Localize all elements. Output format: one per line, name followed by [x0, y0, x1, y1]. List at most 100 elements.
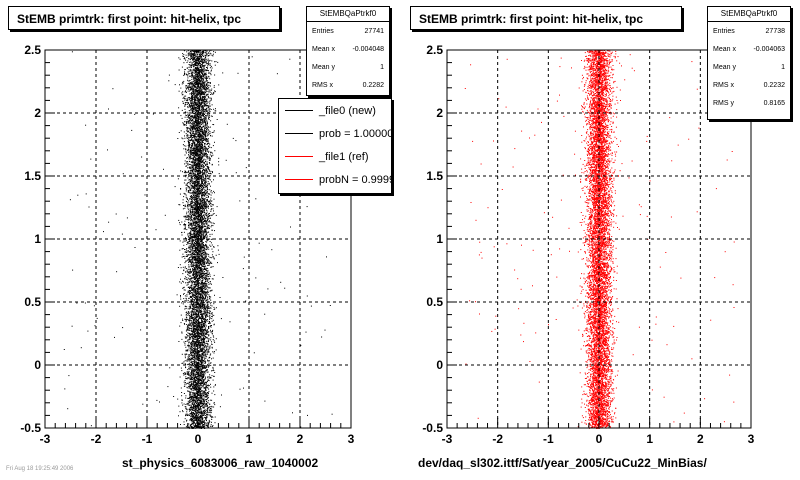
- data-point: [192, 55, 194, 57]
- data-point: [194, 83, 196, 85]
- data-point: [192, 157, 194, 159]
- data-point: [187, 326, 189, 328]
- data-point: [188, 204, 190, 206]
- data-point: [193, 420, 195, 422]
- data-point: [193, 332, 195, 334]
- data-point: [185, 85, 187, 86]
- data-point: [201, 177, 203, 179]
- data-point: [200, 397, 202, 399]
- data-point: [193, 334, 195, 336]
- data-point: [185, 319, 187, 321]
- data-point: [193, 347, 194, 349]
- data-point: [196, 340, 198, 342]
- data-point: [201, 210, 203, 212]
- data-point: [195, 164, 197, 165]
- data-point: [202, 50, 204, 52]
- data-point: [207, 166, 209, 168]
- data-point: [195, 397, 197, 399]
- data-point: [195, 152, 197, 154]
- data-point: [197, 120, 199, 122]
- data-point: [201, 160, 203, 162]
- data-point: [204, 143, 206, 145]
- data-point: [188, 404, 190, 406]
- data-point: [192, 107, 194, 109]
- data-point: [164, 214, 166, 216]
- data-point: [200, 248, 201, 250]
- data-point: [204, 411, 206, 413]
- data-point: [199, 325, 201, 327]
- data-point: [198, 253, 200, 255]
- data-point: [190, 342, 192, 344]
- data-point: [201, 225, 202, 227]
- data-point: [208, 150, 210, 152]
- data-point: [205, 110, 207, 112]
- data-point: [202, 286, 204, 288]
- data-point: [203, 195, 205, 197]
- data-point: [201, 231, 203, 233]
- data-point: [192, 253, 193, 255]
- data-point: [192, 166, 193, 168]
- data-point: [183, 205, 184, 206]
- data-point: [188, 179, 190, 181]
- data-point: [198, 402, 200, 404]
- data-point: [204, 122, 206, 124]
- data-point: [190, 172, 192, 174]
- data-point: [196, 401, 198, 403]
- data-point: [203, 260, 205, 262]
- data-point: [200, 293, 202, 295]
- data-point: [194, 149, 195, 151]
- data-point: [185, 184, 187, 186]
- data-point: [200, 272, 202, 274]
- data-point: [207, 267, 209, 269]
- data-point: [207, 129, 209, 130]
- data-point: [201, 108, 203, 110]
- data-point: [190, 242, 192, 244]
- data-point: [196, 284, 198, 285]
- data-point: [191, 317, 193, 319]
- data-point: [183, 182, 185, 184]
- data-point: [195, 181, 196, 183]
- data-point: [187, 319, 189, 321]
- data-point: [209, 105, 211, 107]
- data-point: [191, 93, 193, 94]
- data-point: [192, 110, 194, 112]
- data-point: [208, 365, 210, 367]
- data-point: [187, 162, 189, 164]
- data-point: [196, 372, 198, 374]
- data-point: [187, 329, 189, 331]
- data-point: [188, 154, 190, 156]
- data-point: [192, 137, 194, 139]
- data-point: [188, 88, 190, 90]
- data-point: [208, 50, 210, 52]
- data-point: [184, 103, 186, 105]
- data-point: [195, 368, 197, 370]
- data-point: [187, 350, 189, 352]
- data-point: [208, 151, 210, 153]
- data-point: [205, 269, 207, 271]
- data-point: [188, 312, 190, 314]
- data-point: [189, 327, 191, 329]
- data-point: [201, 246, 203, 248]
- data-point: [202, 334, 204, 336]
- data-point: [179, 84, 180, 86]
- data-point: [190, 155, 192, 157]
- data-point: [208, 306, 210, 308]
- data-point: [85, 124, 87, 126]
- data-point: [203, 370, 205, 372]
- data-point: [184, 225, 186, 227]
- data-point: [205, 300, 207, 302]
- data-point: [184, 204, 186, 206]
- data-point: [202, 233, 204, 235]
- data-point: [199, 53, 201, 55]
- data-point: [202, 100, 204, 102]
- data-point: [194, 333, 196, 334]
- data-point: [213, 402, 215, 404]
- data-point: [210, 74, 212, 76]
- data-point: [207, 200, 209, 202]
- data-point: [192, 248, 194, 250]
- data-point: [194, 182, 196, 184]
- data-point: [193, 139, 195, 141]
- data-point: [205, 330, 207, 332]
- data-point: [206, 101, 208, 103]
- data-point: [205, 58, 207, 60]
